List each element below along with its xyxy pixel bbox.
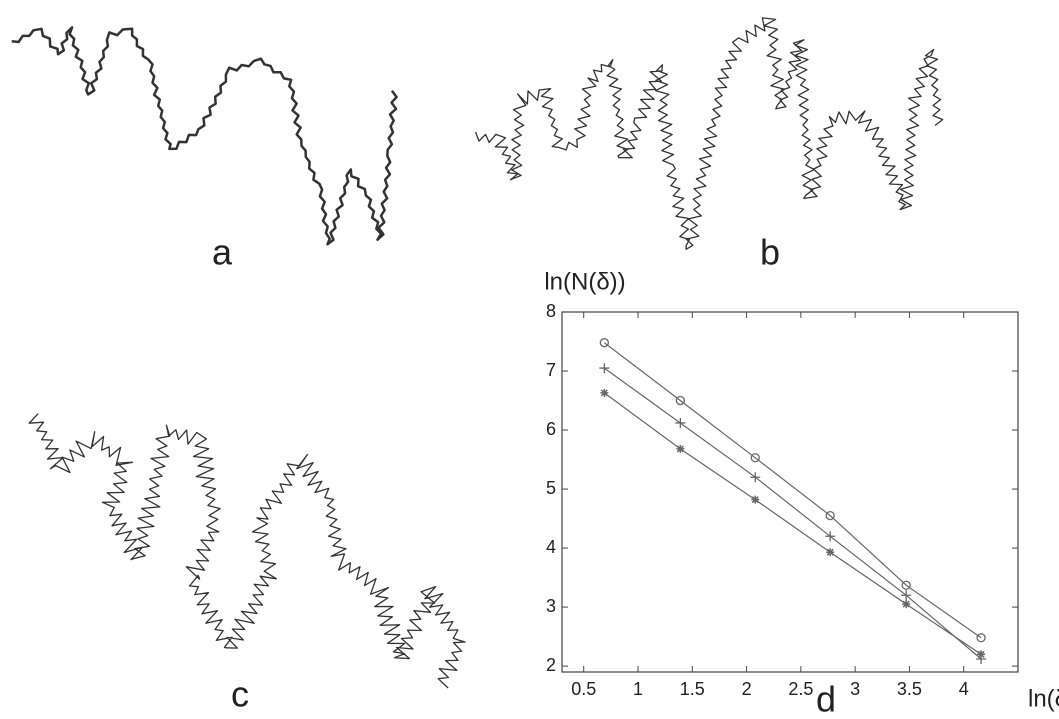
- x-tick-label: 3: [850, 679, 860, 699]
- panel-label: b: [760, 232, 780, 273]
- y-axis-label: ln(N(δ)): [544, 268, 625, 295]
- marker: [675, 417, 686, 428]
- plot-frame: [561, 311, 1019, 673]
- fractal-curve: [28, 413, 466, 689]
- y-tick-label: 5: [546, 478, 556, 498]
- marker: [826, 548, 835, 557]
- fractal-curve: [474, 17, 944, 250]
- marker: [901, 590, 912, 601]
- marker: [977, 650, 986, 659]
- y-tick-label: 3: [546, 596, 556, 616]
- series-line: [603, 367, 982, 660]
- marker: [825, 531, 836, 542]
- fractal-curve: [11, 26, 398, 246]
- panel-label: a: [212, 232, 233, 273]
- marker: [600, 388, 609, 397]
- x-tick-label: 2.5: [788, 679, 813, 699]
- x-tick-label: 0.5: [571, 679, 596, 699]
- marker: [599, 338, 609, 348]
- y-tick-label: 6: [546, 419, 556, 439]
- panel-label: d: [816, 679, 836, 719]
- x-tick-label: 3.5: [897, 679, 922, 699]
- x-tick-label: 2: [742, 679, 752, 699]
- y-tick-label: 8: [546, 301, 556, 321]
- marker: [976, 633, 986, 643]
- y-tick-label: 7: [546, 360, 556, 380]
- x-tick-label: 1: [633, 679, 643, 699]
- y-tick-label: 4: [546, 537, 556, 557]
- marker: [676, 444, 685, 453]
- marker: [750, 472, 761, 483]
- series-line: [603, 342, 982, 639]
- x-tick-label: 1.5: [680, 679, 705, 699]
- marker: [675, 395, 685, 406]
- x-tick-label: 4: [959, 679, 969, 699]
- panel-label: c: [231, 674, 249, 715]
- marker: [825, 510, 835, 521]
- y-tick-label: 2: [546, 655, 556, 675]
- marker: [901, 580, 911, 590]
- marker: [599, 363, 610, 374]
- series-line: [603, 392, 982, 655]
- marker: [902, 600, 911, 609]
- marker: [751, 495, 760, 504]
- x-axis-label: ln(δ): [1028, 685, 1059, 712]
- marker: [750, 453, 760, 463]
